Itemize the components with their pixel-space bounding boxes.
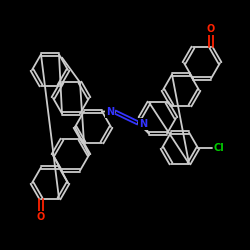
Text: O: O <box>37 212 45 222</box>
Text: O: O <box>207 24 215 34</box>
Text: Cl: Cl <box>214 143 224 153</box>
Text: N: N <box>139 119 147 129</box>
Text: N: N <box>106 107 114 117</box>
